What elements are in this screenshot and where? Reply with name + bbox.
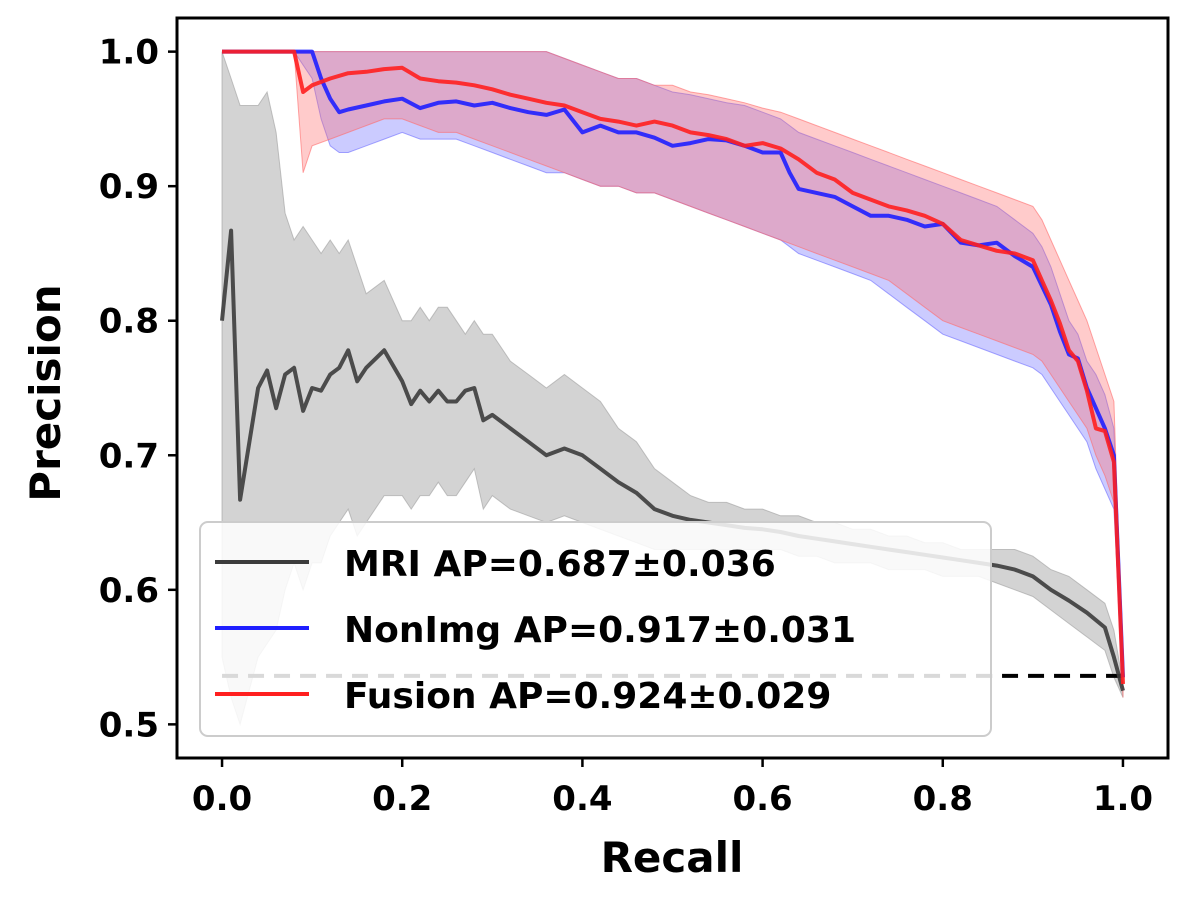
y-tick-label: 0.8 xyxy=(99,302,159,342)
series-line-fusion xyxy=(222,49,1125,685)
y-axis-ticks: 0.5 0.6 0.7 0.8 0.9 1.0 xyxy=(99,33,177,745)
x-tick-label: 0.4 xyxy=(552,779,612,819)
y-axis-label: Precision xyxy=(21,284,70,501)
y-tick-label: 0.5 xyxy=(99,705,159,745)
plot-frame xyxy=(175,16,1170,760)
legend-entry-nonimg: NonImg AP=0.917±0.031 xyxy=(344,610,856,651)
x-axis-label: Recall xyxy=(601,833,744,882)
legend-entry-fusion: Fusion AP=0.924±0.029 xyxy=(344,676,831,717)
x-tick-label: 0.2 xyxy=(372,779,432,819)
x-tick-label: 0.0 xyxy=(192,779,252,819)
x-axis-ticks: 0.0 0.2 0.4 0.6 0.8 1.0 xyxy=(192,758,1153,819)
x-tick-label: 0.6 xyxy=(732,779,792,819)
y-tick-label: 0.9 xyxy=(99,167,159,207)
y-tick-label: 1.0 xyxy=(99,33,159,73)
legend-entry-mri: MRI AP=0.687±0.036 xyxy=(344,544,776,585)
legend: MRI AP=0.687±0.036 NonImg AP=0.917±0.031… xyxy=(199,521,992,737)
y-tick-label: 0.6 xyxy=(99,571,159,611)
y-tick-label: 0.7 xyxy=(99,436,159,476)
legend-box xyxy=(199,521,992,737)
x-tick-label: 0.8 xyxy=(913,779,973,819)
x-tick-label: 1.0 xyxy=(1093,779,1153,819)
